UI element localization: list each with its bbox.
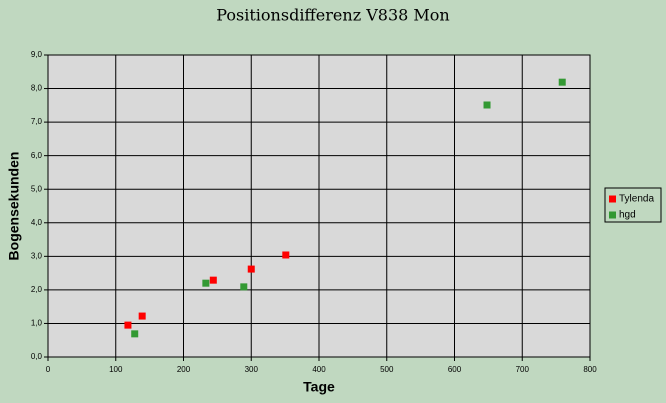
y-tick-label: 1,0 (31, 319, 43, 328)
point (209, 276, 217, 284)
legend-label: Tylenda (619, 194, 654, 205)
y-tick-label: 0,0 (31, 352, 43, 361)
y-tick-label: 9,0 (31, 50, 43, 59)
y-tick-label: 3,0 (31, 251, 43, 260)
x-tick-label: 0 (46, 365, 51, 374)
x-tick-label: 400 (312, 365, 326, 374)
point (282, 251, 290, 259)
point (131, 330, 139, 338)
y-tick-label: 8,0 (31, 84, 43, 93)
legend-label: hgd (619, 210, 636, 221)
plot-border (47, 54, 591, 358)
x-tick-label: 600 (448, 365, 462, 374)
x-axis-label: Tage (303, 379, 335, 395)
chart-title: Positionsdifferenz V838 Mon (216, 6, 449, 25)
y-tick-label: 5,0 (31, 184, 43, 193)
legend-marker (609, 211, 616, 219)
x-tick-label: 100 (109, 365, 123, 374)
y-tick-label: 4,0 (31, 218, 43, 227)
y-tick-label: 6,0 (31, 151, 43, 160)
point (138, 312, 146, 320)
point (240, 283, 248, 291)
x-tick-label: 300 (245, 365, 259, 374)
y-axis-label: Bogensekunden (6, 152, 22, 261)
point (124, 321, 132, 329)
y-tick-label: 2,0 (31, 285, 43, 294)
legend-marker (609, 195, 616, 203)
x-tick-label: 700 (516, 365, 530, 374)
x-tick-label: 800 (583, 365, 597, 374)
x-tick-label: 200 (177, 365, 191, 374)
point (483, 101, 491, 109)
point (202, 279, 210, 287)
point (558, 78, 566, 86)
x-tick-label: 500 (380, 365, 394, 374)
y-tick-label: 7,0 (31, 117, 43, 126)
point (247, 265, 255, 273)
